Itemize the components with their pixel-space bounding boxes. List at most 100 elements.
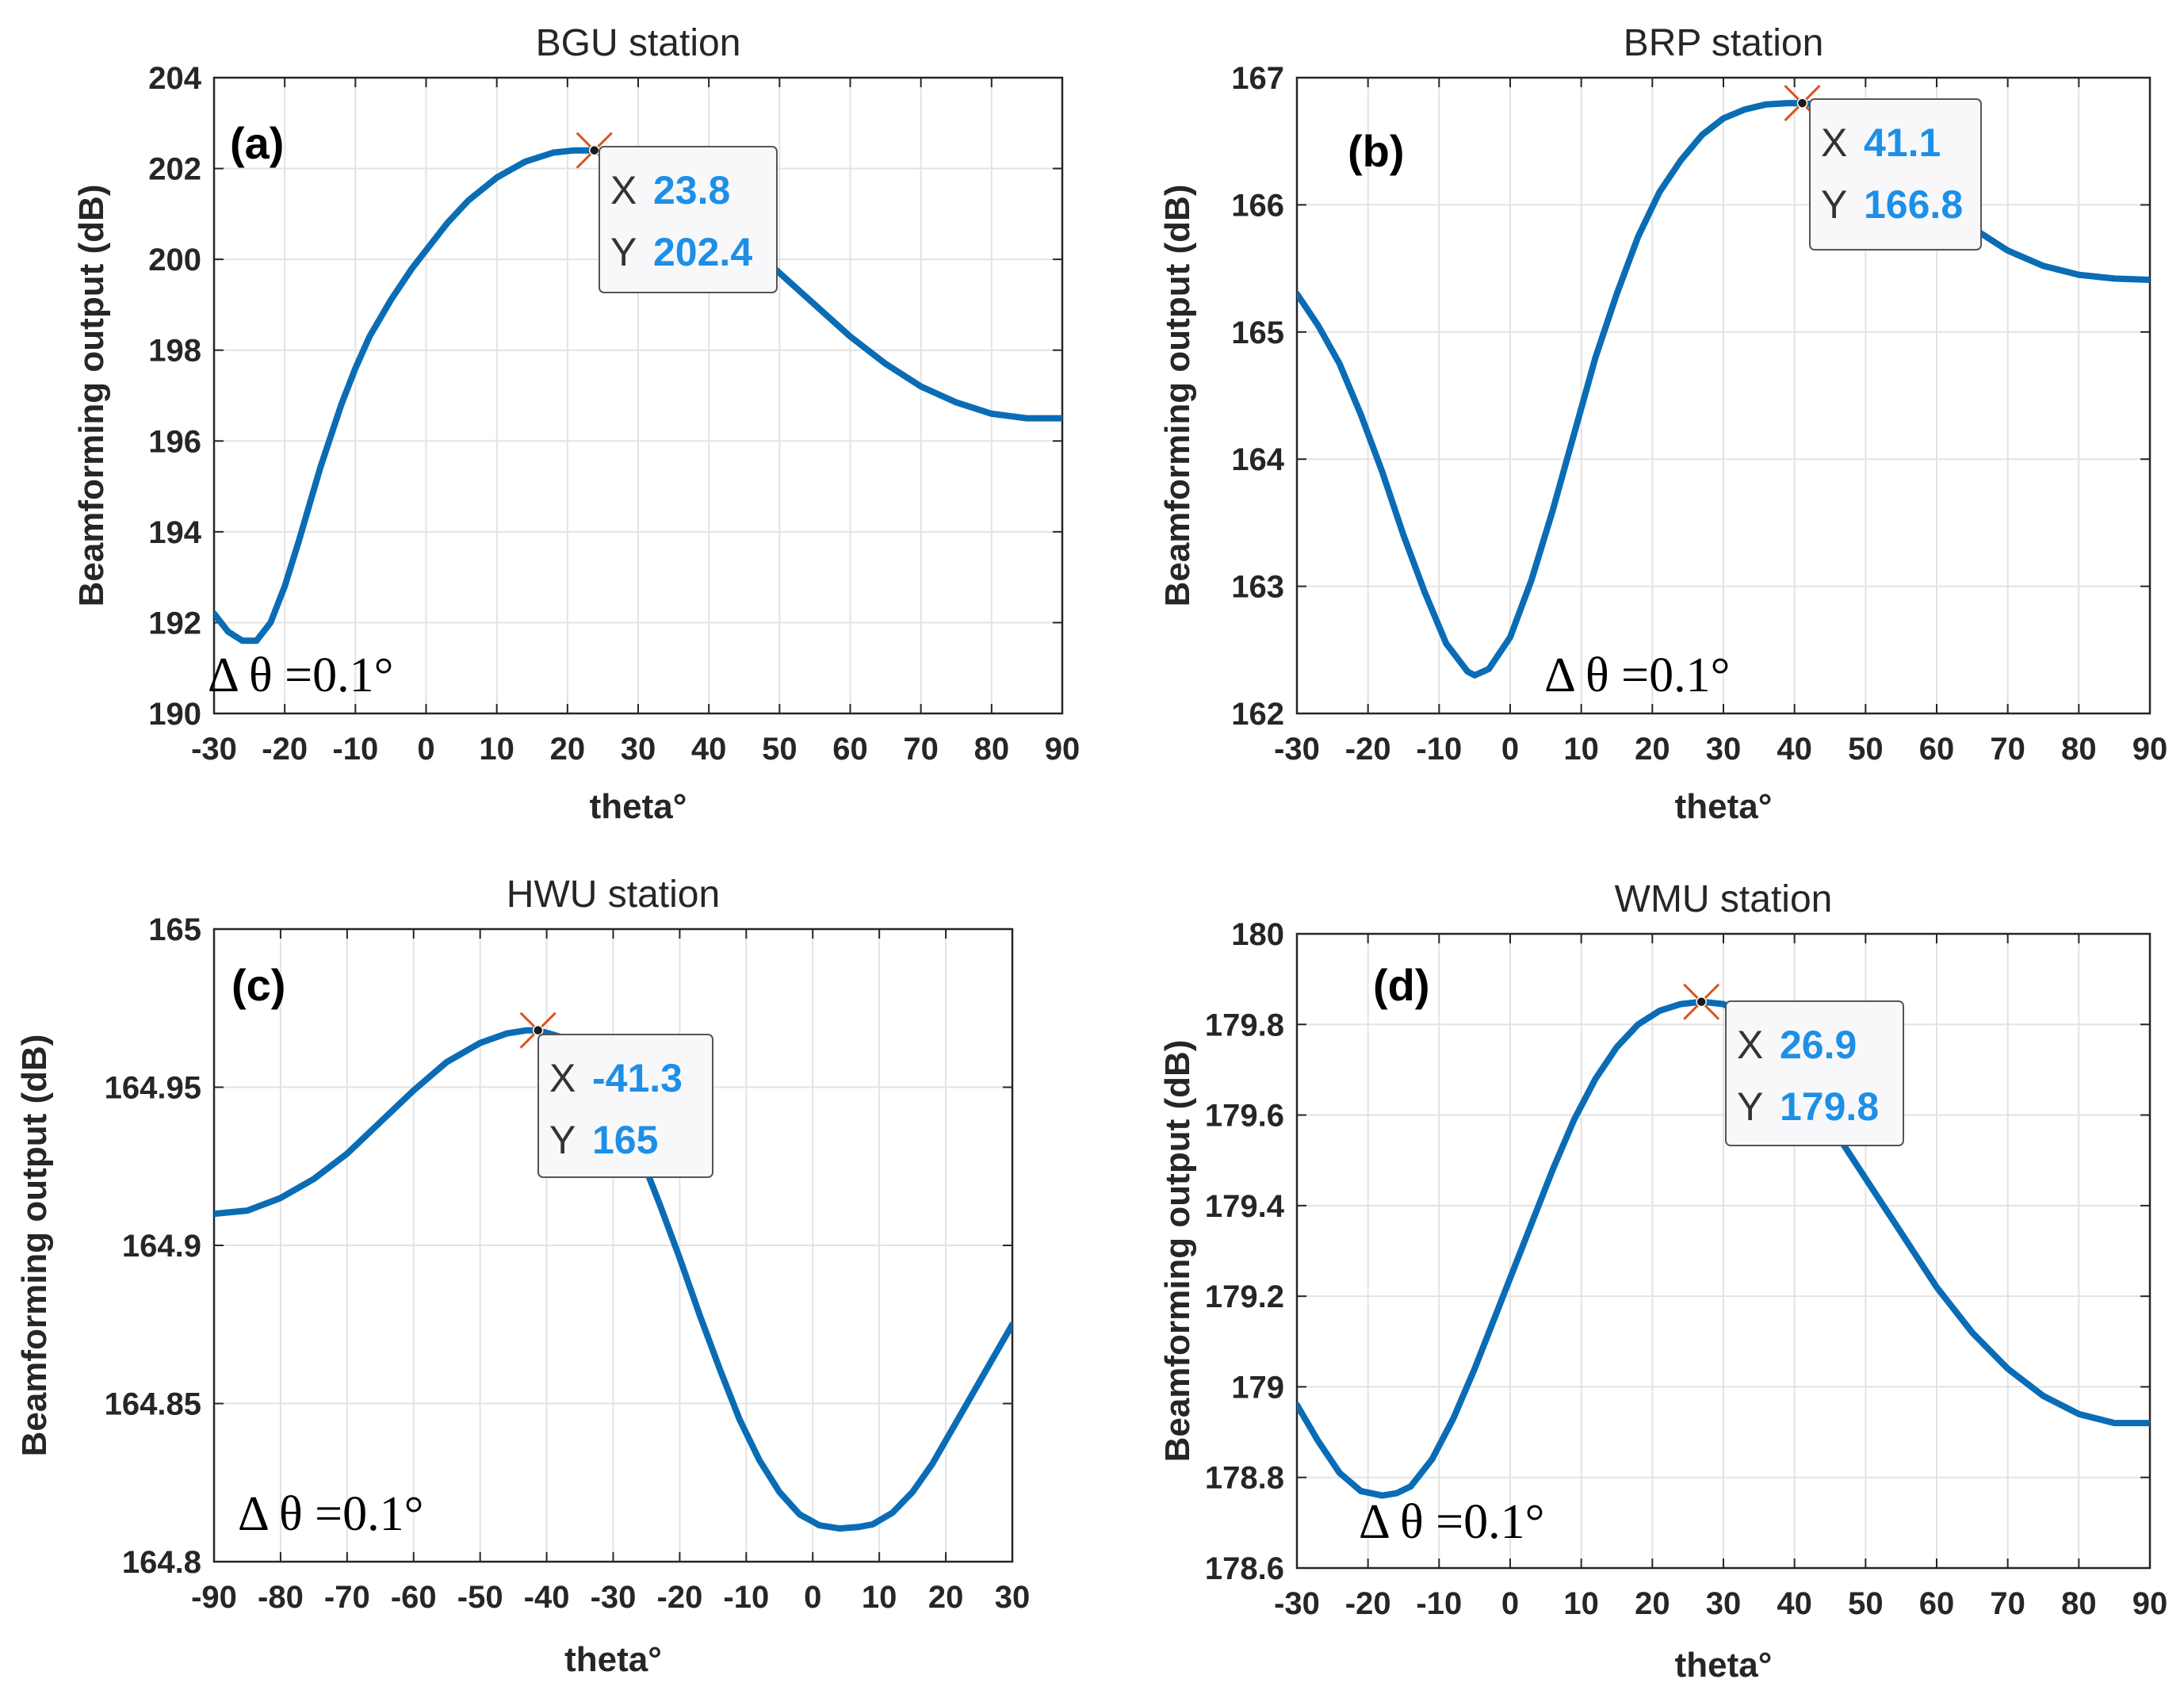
chart-4-y-tick-label: 179.6 — [1205, 1099, 1284, 1134]
chart-3-y-tick-label: 164.85 — [105, 1387, 201, 1422]
chart-3-marker-dot — [532, 1024, 544, 1036]
chart-1-x-tick-label: -10 — [332, 732, 378, 767]
chart-3-x-tick-label: -80 — [258, 1580, 304, 1615]
chart-4-panel-label: (d) — [1373, 960, 1430, 1010]
chart-3-x-tick-label: -10 — [723, 1580, 769, 1615]
chart-4-y-tick-label: 180 — [1231, 917, 1284, 952]
chart-2-x-tick-label: 0 — [1501, 732, 1519, 767]
chart-3-y-tick-label: 164.8 — [122, 1545, 201, 1580]
chart-3-annotation: Δ θ =0.1° — [238, 1487, 423, 1541]
chart-1-datatip-box — [599, 146, 778, 293]
chart-4-x-tick-label: 90 — [2132, 1586, 2168, 1621]
chart-4-x-tick-label: 30 — [1706, 1586, 1742, 1621]
chart-1-title: BGU station — [536, 22, 741, 64]
chart-1: -30 -20 -10 0 10 20 30 40 50 60 70 80 90 190 192 194 196… — [72, 22, 1080, 826]
chart-1-x-tick-label: 90 — [1045, 732, 1081, 767]
chart-2-x-tick-label: -10 — [1416, 732, 1462, 767]
chart-3-x-tick-label: -90 — [191, 1580, 237, 1615]
chart-1-y-tick-label: 190 — [148, 697, 201, 732]
chart-1-x-tick-label: 30 — [621, 732, 656, 767]
chart-4-x-tick-label: 40 — [1777, 1586, 1812, 1621]
chart-1-x-tick-label: -20 — [262, 732, 308, 767]
chart-4-y-tick-label: 179.2 — [1205, 1279, 1284, 1314]
chart-3-x-tick-label: 0 — [804, 1580, 821, 1615]
chart-1-annotation: Δ θ =0.1° — [208, 648, 393, 702]
chart-3-x-tick-label: -70 — [324, 1580, 370, 1615]
chart-4-datatip-y-key: Y — [1737, 1084, 1763, 1129]
chart-2-x-tick-label: 30 — [1706, 732, 1742, 767]
chart-2-datatip-y-value: 166.8 — [1864, 182, 1963, 227]
chart-2-y-tick-label: 162 — [1231, 697, 1284, 732]
chart-2-datatip-box — [1809, 98, 1982, 251]
chart-4-datatip[interactable]: X 26.9 Y 179.8 — [1725, 1000, 1904, 1146]
chart-3-x-axis-label: theta° — [564, 1640, 662, 1679]
chart-3-datatip-x-key: X — [549, 1056, 576, 1100]
chart-2-datatip-y-key: Y — [1821, 182, 1847, 227]
chart-4-series-line-0 — [1297, 998, 2150, 1499]
chart-4-datatip-marker[interactable] — [1683, 983, 1720, 1020]
chart-2-annotation: Δ θ =0.1° — [1544, 648, 1730, 702]
chart-3-series-line-0 — [214, 1027, 1012, 1532]
chart-4-title: WMU station — [1615, 878, 1833, 920]
chart-4-x-tick-label: 0 — [1501, 1586, 1519, 1621]
chart-2-y-axis-label: Beamforming output (dB) — [1158, 185, 1197, 607]
chart-1-x-axis-label: theta° — [590, 787, 687, 826]
chart-1-datatip-x-key: X — [610, 168, 637, 212]
chart-1-datatip[interactable]: X 23.8 Y 202.4 — [599, 146, 778, 293]
chart-2-x-tick-label: 60 — [1919, 732, 1955, 767]
chart-2-x-tick-label: -30 — [1274, 732, 1320, 767]
chart-1-y-tick-label: 200 — [148, 243, 201, 277]
chart-2-x-tick-label: 70 — [1990, 732, 2025, 767]
chart-3-datatip[interactable]: X -41.3 Y 165 — [537, 1034, 713, 1178]
chart-4-datatip-x-value: 26.9 — [1780, 1023, 1857, 1067]
chart-1-datatip-y-key: Y — [610, 230, 637, 274]
chart-1-datatip-x-value: 23.8 — [653, 168, 730, 212]
chart-1-y-tick-label: 198 — [148, 334, 201, 369]
chart-2-datatip-x-value: 41.1 — [1864, 120, 1941, 165]
chart-4-datatip-y-value: 179.8 — [1780, 1084, 1879, 1129]
chart-4-x-tick-label: 50 — [1848, 1586, 1884, 1621]
chart-2-y-tick-label: 165 — [1231, 316, 1284, 350]
chart-4: -30 -20 -10 0 10 20 30 40 50 60 70 80 90 178.6 178.8 17… — [1158, 878, 2167, 1685]
chart-2-datatip-x-key: X — [1821, 120, 1847, 165]
chart-2: -30 -20 -10 0 10 20 30 40 50 60 70 80 90 162 163 164 165… — [1158, 22, 2167, 826]
chart-4-x-axis-label: theta° — [1675, 1646, 1773, 1685]
chart-1-y-tick-label: 192 — [148, 606, 201, 641]
chart-1-x-tick-label: 60 — [832, 732, 868, 767]
chart-1-y-tick-label: 194 — [148, 515, 201, 550]
chart-3: -90 -80 -70 -60 -50 -40 -30 -20 -10 0 10 20 30 164.8 1… — [15, 874, 1030, 1679]
chart-1-y-axis-label: Beamforming output (dB) — [72, 185, 111, 607]
chart-4-annotation: Δ θ =0.1° — [1359, 1495, 1544, 1549]
chart-1-y-tick-label: 202 — [148, 152, 201, 187]
chart-4-x-tick-label: 60 — [1919, 1586, 1955, 1621]
chart-3-title: HWU station — [507, 874, 720, 916]
chart-3-x-tick-label: -40 — [524, 1580, 570, 1615]
chart-1-y-tick-label: 196 — [148, 424, 201, 459]
chart-4-y-tick-label: 178.6 — [1205, 1551, 1284, 1586]
chart-4-y-axis-label: Beamforming output (dB) — [1158, 1040, 1197, 1463]
chart-4-x-tick-label: 70 — [1990, 1586, 2025, 1621]
chart-2-y-tick-label: 164 — [1231, 442, 1284, 477]
chart-3-y-tick-label: 164.95 — [105, 1071, 201, 1106]
chart-3-y-tick-label: 164.9 — [122, 1229, 201, 1264]
chart-3-x-tick-label: -20 — [657, 1580, 703, 1615]
chart-4-datatip-box — [1725, 1000, 1904, 1146]
chart-2-y-tick-label: 166 — [1231, 188, 1284, 223]
chart-3-x-tick-label: -30 — [591, 1580, 637, 1615]
chart-3-x-tick-label: 30 — [995, 1580, 1031, 1615]
chart-3-datatip-y-value: 165 — [592, 1118, 658, 1162]
chart-3-datatip-box — [537, 1034, 713, 1178]
chart-1-x-tick-label: 80 — [974, 732, 1010, 767]
chart-1-x-tick-label: 50 — [762, 732, 797, 767]
chart-1-series-line-0 — [214, 147, 1062, 644]
chart-2-x-tick-label: 50 — [1848, 732, 1884, 767]
chart-3-datatip-x-value: -41.3 — [592, 1056, 683, 1100]
chart-2-panel-label: (b) — [1348, 126, 1405, 176]
chart-4-x-tick-label: -20 — [1345, 1586, 1391, 1621]
chart-2-datatip[interactable]: X 41.1 Y 166.8 — [1809, 98, 1982, 251]
chart-3-x-tick-label: 10 — [862, 1580, 897, 1615]
chart-3-y-axis-label: Beamforming output (dB) — [15, 1035, 54, 1457]
chart-2-x-tick-label: 90 — [2132, 732, 2168, 767]
chart-2-x-tick-label: 10 — [1563, 732, 1599, 767]
